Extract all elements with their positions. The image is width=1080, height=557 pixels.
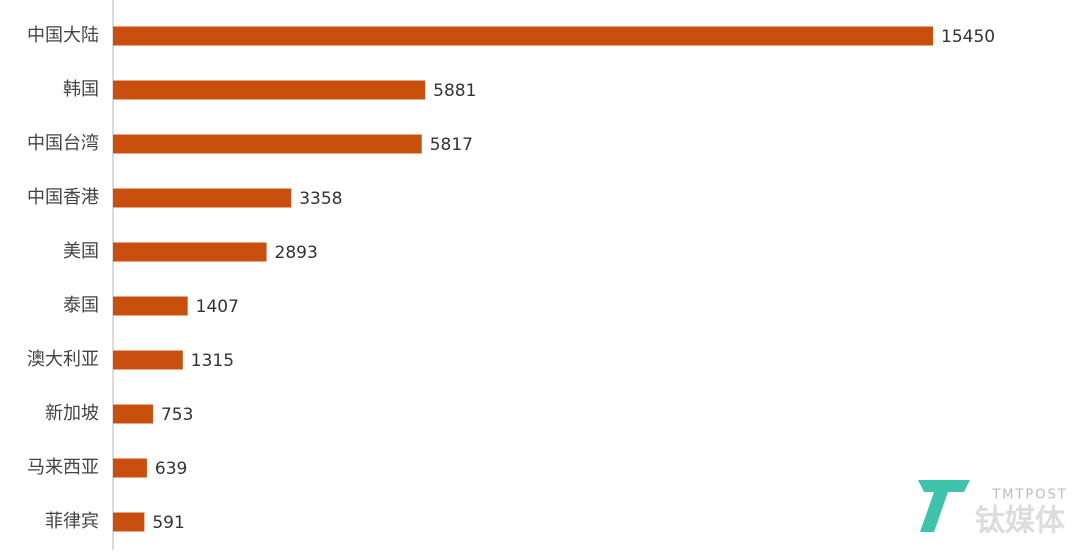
value-label: 753 [161,405,193,425]
watermark-brand: TMTPOST [991,488,1067,503]
bar [113,404,153,424]
bar [113,296,188,316]
bar [113,26,933,46]
watermark-logo [918,480,970,532]
category-label: 泰国 [63,295,99,316]
value-label: 2893 [275,243,318,263]
value-label: 5881 [433,81,476,101]
category-label: 中国大陆 [27,25,99,46]
value-label: 1315 [191,351,234,371]
category-label: 美国 [63,241,99,262]
bar [113,134,422,154]
value-label: 5817 [430,135,473,155]
category-label: 中国台湾 [27,133,99,154]
category-label: 新加坡 [45,403,99,424]
value-label: 3358 [299,189,342,209]
category-label: 马来西亚 [27,457,99,478]
category-label: 澳大利亚 [27,349,99,370]
bar [113,458,147,478]
bar [113,350,183,370]
category-label: 中国香港 [27,187,99,208]
bar [113,188,292,208]
bar [113,512,145,532]
category-label: 菲律宾 [45,511,99,532]
value-label: 591 [152,513,184,533]
bar [113,80,426,100]
watermark-name: 钛媒体 [975,504,1066,539]
value-label: 639 [155,459,187,479]
value-label: 15450 [941,27,995,47]
bar [113,242,267,262]
value-label: 1407 [196,297,239,317]
category-label: 韩国 [63,79,99,100]
watermark: TMTPOST 钛媒体 [918,480,1067,539]
